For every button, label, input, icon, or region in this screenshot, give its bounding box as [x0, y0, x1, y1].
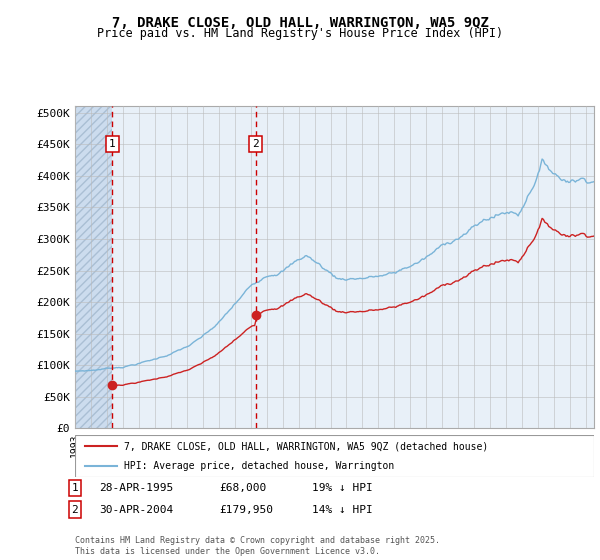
Text: 2: 2	[253, 139, 259, 150]
Text: 2: 2	[71, 505, 79, 515]
Text: 19% ↓ HPI: 19% ↓ HPI	[312, 483, 373, 493]
Text: 14% ↓ HPI: 14% ↓ HPI	[312, 505, 373, 515]
Text: 1: 1	[71, 483, 79, 493]
FancyBboxPatch shape	[75, 435, 594, 477]
Text: Contains HM Land Registry data © Crown copyright and database right 2025.
This d: Contains HM Land Registry data © Crown c…	[75, 536, 440, 556]
Text: 30-APR-2004: 30-APR-2004	[99, 505, 173, 515]
Bar	[75, 106, 112, 428]
Text: 28-APR-1995: 28-APR-1995	[99, 483, 173, 493]
Text: £68,000: £68,000	[219, 483, 266, 493]
Text: 1: 1	[109, 139, 115, 150]
Text: 7, DRAKE CLOSE, OLD HALL, WARRINGTON, WA5 9QZ: 7, DRAKE CLOSE, OLD HALL, WARRINGTON, WA…	[112, 16, 488, 30]
Text: HPI: Average price, detached house, Warrington: HPI: Average price, detached house, Warr…	[124, 461, 395, 471]
Text: Price paid vs. HM Land Registry's House Price Index (HPI): Price paid vs. HM Land Registry's House …	[97, 27, 503, 40]
Text: £179,950: £179,950	[219, 505, 273, 515]
Text: 7, DRAKE CLOSE, OLD HALL, WARRINGTON, WA5 9QZ (detached house): 7, DRAKE CLOSE, OLD HALL, WARRINGTON, WA…	[124, 441, 488, 451]
